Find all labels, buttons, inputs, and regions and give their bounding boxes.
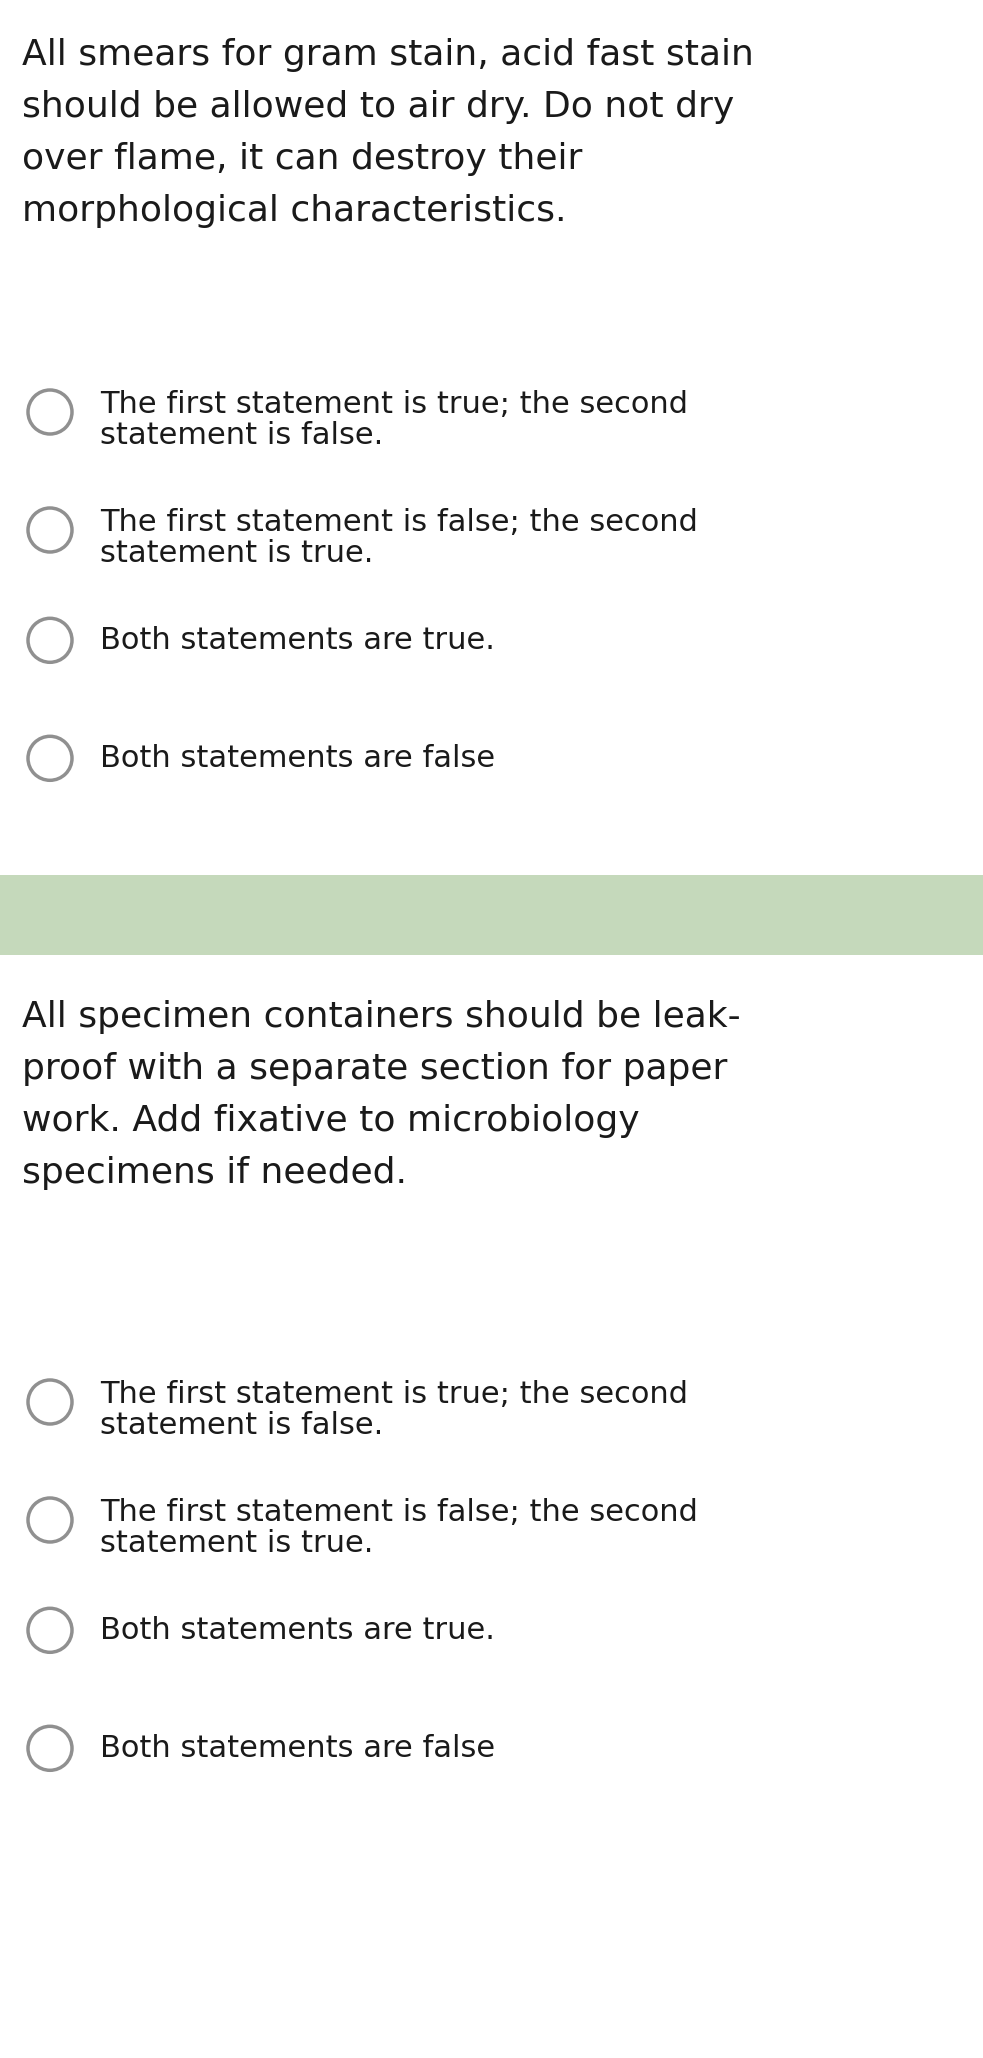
Text: statement is true.: statement is true. [100,539,374,568]
Text: Both statements are false: Both statements are false [100,1735,495,1764]
Text: should be allowed to air dry. Do not dry: should be allowed to air dry. Do not dry [22,91,734,123]
Text: All smears for gram stain, acid fast stain: All smears for gram stain, acid fast sta… [22,37,754,72]
Text: statement is false.: statement is false. [100,422,383,451]
Text: morphological characteristics.: morphological characteristics. [22,193,566,228]
Text: All specimen containers should be leak-: All specimen containers should be leak- [22,1000,740,1033]
Text: Both statements are true.: Both statements are true. [100,1616,494,1644]
Text: statement is true.: statement is true. [100,1529,374,1558]
Text: The first statement is true; the second: The first statement is true; the second [100,1381,688,1410]
Text: Both statements are false: Both statements are false [100,745,495,774]
Text: work. Add fixative to microbiology: work. Add fixative to microbiology [22,1103,640,1138]
Text: proof with a separate section for paper: proof with a separate section for paper [22,1052,727,1087]
Text: Both statements are true.: Both statements are true. [100,626,494,654]
Text: The first statement is true; the second: The first statement is true; the second [100,391,688,420]
Text: statement is false.: statement is false. [100,1412,383,1441]
Text: The first statement is false; the second: The first statement is false; the second [100,1498,698,1527]
Bar [0,875,983,955]
Text: The first statement is false; the second: The first statement is false; the second [100,508,698,537]
Text: specimens if needed.: specimens if needed. [22,1157,407,1190]
Text: over flame, it can destroy their: over flame, it can destroy their [22,142,582,177]
